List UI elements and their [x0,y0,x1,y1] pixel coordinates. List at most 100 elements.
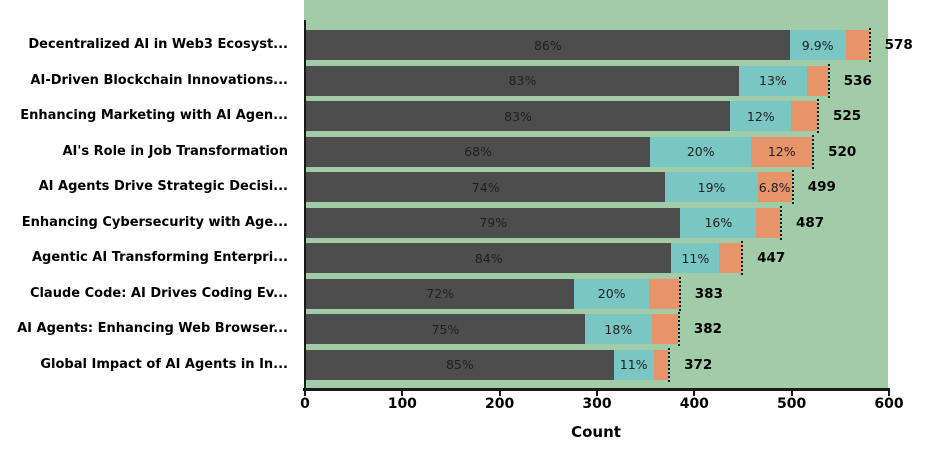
x-tick-mark [304,390,306,396]
bar-end-dotted-line [678,276,681,311]
bar-end-dotted-line [668,347,671,382]
bar-segment: 74% [306,172,666,203]
bar-row: 75% 18% [306,312,680,347]
bar-total-label: 520 [828,143,857,160]
bar-end-dotted-line [791,170,794,205]
bar-end-dotted-line [812,134,815,169]
bar-row: 83% 13% [306,63,830,98]
bar-segment: 20% [574,278,649,309]
category-label: AI Agents: Enhancing Web Browser... [17,321,288,337]
bar-total-label: 487 [796,214,825,231]
x-tick-label: 400 [679,396,709,412]
bar-segment [651,314,678,345]
bar-total-label: 447 [757,250,786,267]
category-label: Agentic AI Transforming Enterpri... [31,250,288,266]
segment-percent-label: 84% [474,250,503,266]
bar-total-label: 536 [843,72,872,89]
bar-segment: 75% [306,314,585,345]
bar-segment: 18% [584,314,652,345]
segment-percent-label: 20% [686,144,715,160]
bar-segment [648,278,679,309]
bar-end-dotted-line [817,99,819,134]
x-tick-mark [401,390,404,396]
segment-percent-label: 18% [604,321,633,337]
x-axis-title: Count [571,423,621,441]
bar-segment: 11% [613,349,654,380]
category-label: Global Impact of AI Agents in In... [40,356,288,372]
bar-segment: 19% [665,172,758,203]
bar-row: 79% 16% [306,205,782,240]
y-axis-spine [304,20,306,389]
x-tick-mark [790,390,793,396]
bar-row: 84% 11% [306,241,744,276]
bar-row: 68% 20% 12% [306,134,815,169]
bar-total-label: 499 [807,179,836,196]
segment-percent-label: 19% [697,179,726,195]
x-tick-label: 300 [582,396,612,412]
category-label: Enhancing Marketing with AI Agen... [20,108,288,124]
bar-segment [719,243,742,274]
segment-percent-label: 16% [704,215,733,231]
bar-end-dotted-line [827,63,830,98]
category-label: AI-Driven Blockchain Innovations... [30,72,288,88]
x-tick-mark [596,390,598,396]
x-tick-label: 0 [300,396,310,412]
bar-segment: 84% [306,243,672,274]
segment-percent-label: 75% [431,321,460,337]
category-label: AI's Role in Job Transformation [62,143,288,159]
bar-end-dotted-line [868,28,871,62]
x-tick-label: 600 [874,396,904,412]
segment-percent-label: 83% [508,73,537,89]
bar-segment: 83% [306,101,731,132]
bar-segment: 13% [739,65,807,96]
bar-segment: 68% [306,136,651,167]
bar-end-dotted-line [780,205,782,240]
bar-segment: 6.8% [757,172,792,203]
x-tick-label: 100 [387,396,417,412]
bar-row: 85% 11% [306,347,671,382]
segment-percent-label: 13% [759,73,787,89]
bar-segment: 12% [751,136,813,167]
bar-segment: 79% [306,207,681,238]
segment-percent-label: 74% [471,179,500,195]
bar-end-dotted-line [677,312,680,347]
bar-segment: 16% [680,207,757,238]
segment-percent-label: 83% [504,108,532,124]
bar-segment [756,207,780,238]
bar-segment: 83% [306,65,740,96]
bar-segment: 20% [650,136,752,167]
x-tick-mark [498,390,501,396]
segment-percent-label: 72% [426,286,455,302]
bar-segment [806,65,828,96]
segment-percent-label: 85% [445,357,474,373]
bar-total-label: 383 [694,285,723,302]
bar-segment: 9.9% [789,30,846,60]
category-label: Decentralized AI in Web3 Ecosyst... [28,37,288,52]
category-label: Claude Code: AI Drives Coding Ev... [29,285,288,301]
category-label: AI Agents Drive Strategic Decisi... [38,179,288,195]
bar-segment: 86% [306,30,790,60]
bar-row: 86% 9.9% [306,28,871,62]
segment-percent-label: 68% [464,144,492,160]
bar-row: 74% 19% 6.8% [306,170,794,205]
bar-segment: 11% [671,243,720,274]
bar-segment: 85% [306,349,614,380]
bar-row: 72% 20% [306,276,681,311]
bar-total-label: 578 [884,37,913,53]
x-axis-line [303,388,890,391]
x-tick-mark [888,390,890,396]
segment-percent-label: 11% [619,357,648,373]
bar-segment [845,30,869,60]
bar-total-label: 372 [684,356,713,373]
segment-percent-label: 12% [767,144,796,160]
bar-total-label: 382 [693,321,722,338]
segment-percent-label: 6.8% [758,179,791,195]
category-label: Enhancing Cybersecurity with Age... [21,214,288,230]
bar-segment: 72% [306,278,575,309]
x-tick-label: 500 [777,396,807,412]
bar-segment [791,101,817,132]
segment-percent-label: 9.9% [801,37,834,53]
x-tick-label: 200 [485,396,515,412]
bar-end-dotted-line [741,241,744,276]
